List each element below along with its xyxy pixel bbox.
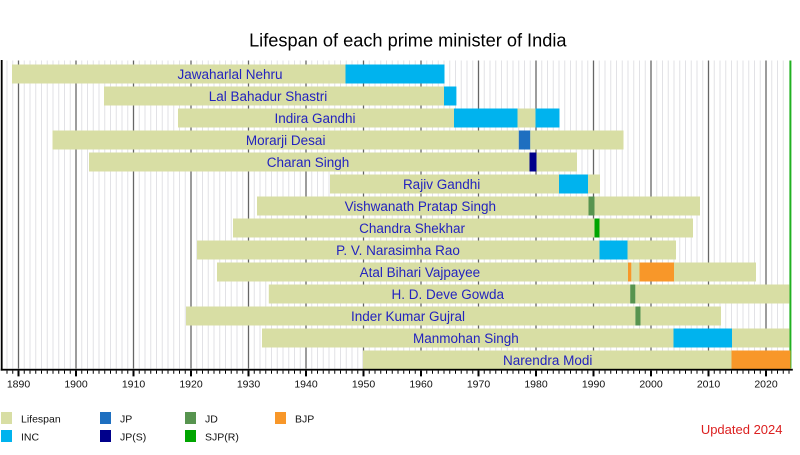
svg-text:1960: 1960 [409,379,433,391]
svg-text:1910: 1910 [122,379,146,391]
svg-text:2010: 2010 [697,379,721,391]
svg-text:Manmohan Singh: Manmohan Singh [413,331,519,346]
svg-text:Narendra Modi: Narendra Modi [503,353,592,368]
svg-text:SJP(R): SJP(R) [205,432,239,444]
svg-text:Lifespan of each prime ministe: Lifespan of each prime minister of India [249,31,567,51]
svg-text:Morarji Desai: Morarji Desai [246,133,326,148]
svg-text:1900: 1900 [64,379,88,391]
svg-text:H. D. Deve Gowda: H. D. Deve Gowda [392,287,505,302]
svg-text:INC: INC [21,432,40,444]
svg-text:Vishwanath Pratap Singh: Vishwanath Pratap Singh [345,199,496,214]
svg-text:1920: 1920 [179,379,203,391]
svg-text:Charan Singh: Charan Singh [267,155,350,170]
svg-text:2000: 2000 [639,379,663,391]
svg-text:Rajiv Gandhi: Rajiv Gandhi [403,177,480,192]
svg-text:2020: 2020 [754,379,778,391]
svg-text:Indira Gandhi: Indira Gandhi [274,111,355,126]
svg-text:1990: 1990 [582,379,606,391]
svg-text:P. V. Narasimha Rao: P. V. Narasimha Rao [336,243,460,258]
svg-text:1980: 1980 [524,379,548,391]
svg-text:JP: JP [120,414,132,426]
svg-text:1940: 1940 [294,379,318,391]
svg-text:Chandra Shekhar: Chandra Shekhar [359,221,465,236]
svg-text:BJP: BJP [295,414,314,426]
svg-text:1930: 1930 [237,379,261,391]
svg-text:1890: 1890 [7,379,31,391]
svg-text:JP(S): JP(S) [120,432,146,444]
svg-text:1950: 1950 [352,379,376,391]
svg-text:JD: JD [205,414,218,426]
svg-text:1970: 1970 [467,379,491,391]
svg-text:Lal Bahadur Shastri: Lal Bahadur Shastri [209,89,328,104]
svg-text:Lifespan: Lifespan [21,414,61,426]
svg-text:Jawaharlal Nehru: Jawaharlal Nehru [177,67,282,82]
svg-text:Updated 2024: Updated 2024 [701,422,783,437]
svg-text:Inder Kumar Gujral: Inder Kumar Gujral [351,309,465,324]
svg-text:Atal Bihari Vajpayee: Atal Bihari Vajpayee [360,265,481,280]
